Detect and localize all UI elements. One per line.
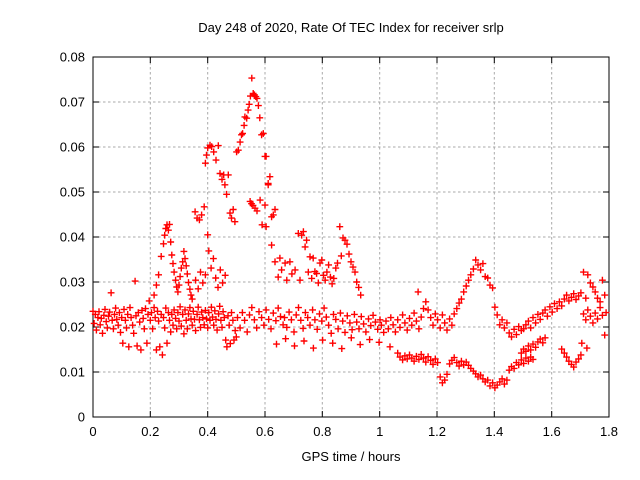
y-tick-label: 0 [78, 410, 85, 425]
y-tick-label: 0.03 [60, 275, 85, 290]
y-tick-label: 0.05 [60, 185, 85, 200]
x-axis-label: GPS time / hours [301, 449, 401, 464]
axis-ticks [92, 56, 610, 418]
x-tick-label: 0.2 [141, 424, 159, 439]
y-tick-label: 0.08 [60, 50, 85, 65]
data-points [89, 74, 610, 392]
y-tick-label: 0.02 [60, 320, 85, 335]
chart-title: Day 248 of 2020, Rate Of TEC Index for r… [198, 20, 504, 35]
tick-marks [92, 56, 610, 418]
x-tick-label: 0.8 [313, 424, 331, 439]
y-tick-label: 0.04 [60, 230, 85, 245]
y-tick-label: 0.07 [60, 95, 85, 110]
x-tick-label: 1.2 [428, 424, 446, 439]
x-tick-label: 1.4 [485, 424, 503, 439]
x-tick-label: 1.6 [543, 424, 561, 439]
tick-labels: 0 0.2 0.4 0.6 0.8 1 1.2 1.4 1.6 1.8 0 0.01 0.02 0.03 0… [60, 50, 618, 440]
grid-path [93, 57, 609, 417]
grid-lines [93, 57, 609, 417]
y-tick-label: 0.01 [60, 365, 85, 380]
y-tick-label: 0.06 [60, 140, 85, 155]
x-tick-label: 0.6 [256, 424, 274, 439]
x-tick-label: 0 [89, 424, 96, 439]
x-tick-label: 1.8 [600, 424, 618, 439]
x-tick-label: 0.4 [199, 424, 217, 439]
x-tick-label: 1 [376, 424, 383, 439]
scatter-points [89, 74, 610, 392]
